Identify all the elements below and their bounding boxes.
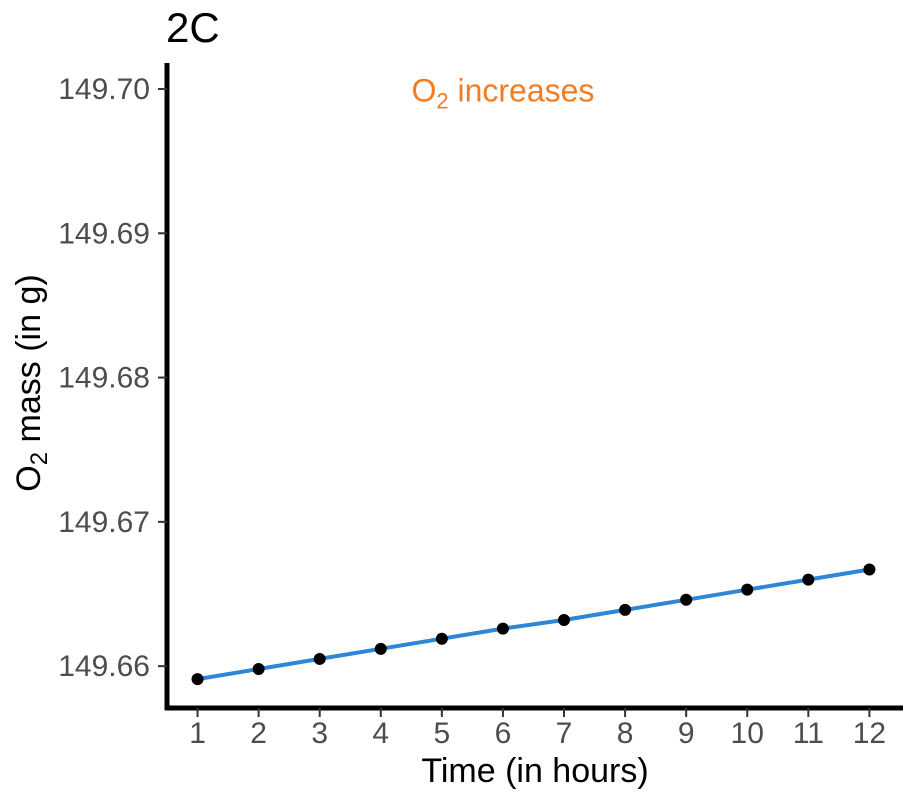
y-tick-label: 149.68: [58, 362, 150, 395]
data-point: [680, 593, 693, 606]
data-point: [619, 603, 632, 616]
series-group: [191, 563, 876, 686]
y-axis-title-suffix: mass (in g): [10, 274, 48, 452]
x-tick-label: 6: [495, 717, 512, 750]
y-axis-title-subscript: 2: [26, 452, 53, 465]
data-point: [741, 583, 754, 596]
chart-title: 2C: [166, 4, 220, 51]
data-point: [863, 563, 876, 576]
data-point: [191, 673, 204, 686]
x-tick-label: 4: [372, 717, 389, 750]
data-point: [374, 642, 387, 655]
data-point: [558, 613, 571, 626]
x-tick-label: 12: [853, 717, 886, 750]
x-tick-label: 8: [617, 717, 634, 750]
x-ticks: 1 2 3 4 5 6 7 8 9 10 11 12: [189, 708, 886, 750]
x-tick-label: 11: [793, 717, 824, 750]
x-tick-label: 10: [731, 717, 764, 750]
series-line: [195, 567, 872, 682]
data-point: [802, 573, 815, 586]
annotation-prefix: O: [411, 72, 436, 108]
annotation-subscript: 2: [436, 88, 448, 113]
data-point: [313, 652, 326, 665]
data-point: [252, 663, 265, 676]
y-tick-label: 149.67: [58, 506, 150, 539]
y-tick-label: 149.66: [58, 650, 150, 683]
data-point: [496, 622, 509, 635]
data-point: [435, 632, 448, 645]
x-tick-label: 9: [678, 717, 695, 750]
axes: [164, 63, 903, 711]
x-axis-title: Time (in hours): [421, 752, 648, 790]
y-tick-label: 149.69: [58, 217, 150, 250]
y-axis-title-prefix: O: [10, 465, 48, 491]
annotation-suffix: increases: [449, 72, 595, 108]
annotation: O2 increases: [411, 72, 594, 113]
y-axis-title: O2 mass (in g): [10, 274, 53, 491]
x-tick-label: 7: [556, 717, 573, 750]
x-tick-label: 2: [250, 717, 267, 750]
x-tick-label: 3: [311, 717, 328, 750]
y-ticks: 149.66 149.67 149.68 149.69 149.70: [58, 73, 167, 683]
y-tick-label: 149.70: [58, 73, 150, 106]
x-tick-label: 1: [189, 717, 206, 750]
x-tick-label: 5: [434, 717, 451, 750]
